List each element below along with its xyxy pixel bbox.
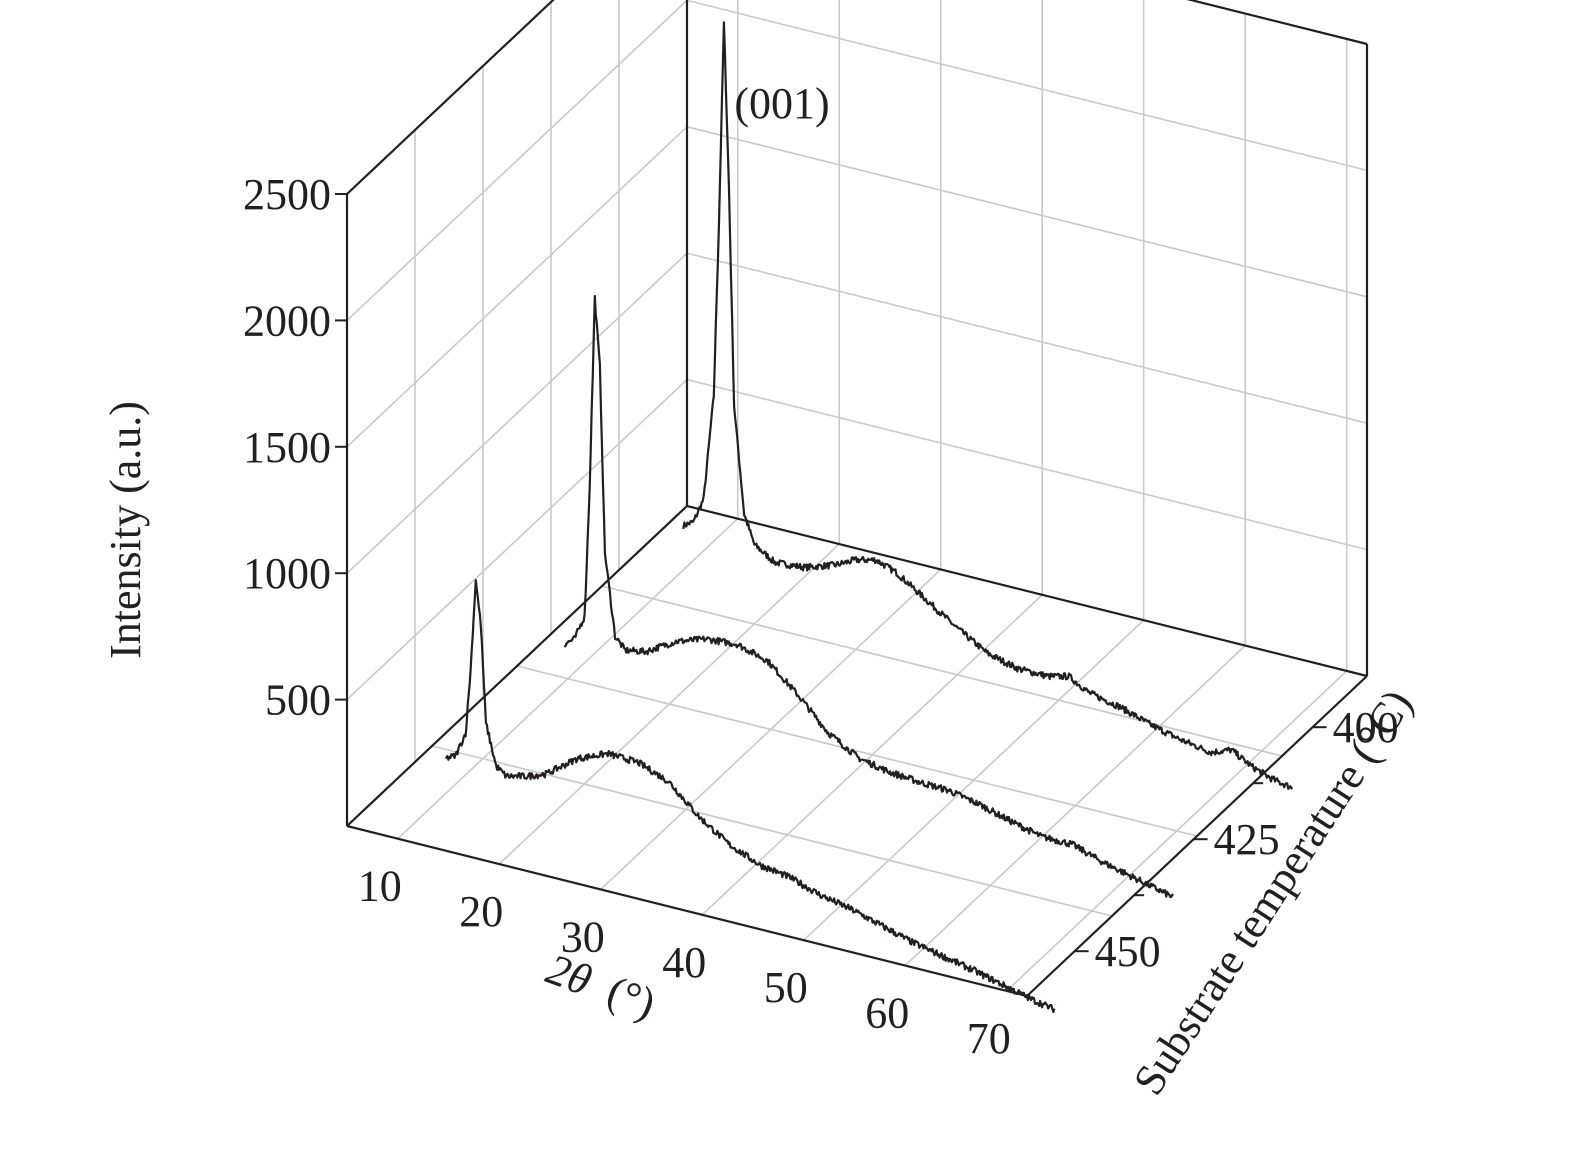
tick-labels: 500 1000 1500 2000 2500 10 20 30 40 50 60 70 400 425 4… xyxy=(243,170,1399,1063)
z-axis-label: Intensity (a.u.) xyxy=(101,401,150,659)
grid-line-left-z-1 xyxy=(346,379,688,701)
frame-edge-3 xyxy=(686,504,1368,678)
x-axis-label-unit: (°) xyxy=(601,966,662,1028)
grid-line-back-z-5 xyxy=(1187,0,1368,45)
frame-edge-0 xyxy=(346,824,1028,998)
grid-line-floor-v-1 xyxy=(516,665,1198,837)
series-trace-450 xyxy=(445,579,1056,1014)
x-tick-label-70: 70 xyxy=(967,1014,1011,1063)
grid-line-left-z-3 xyxy=(346,126,688,448)
grid-line-floor-v-2 xyxy=(601,585,1283,757)
x-tick-label-60: 60 xyxy=(865,989,909,1038)
x-tick-label-30: 30 xyxy=(561,912,605,961)
series-layer xyxy=(445,21,1294,1014)
frame-edge-2 xyxy=(346,505,688,827)
x-tick-label-10: 10 xyxy=(358,862,402,911)
x-tick-label-20: 20 xyxy=(459,887,503,936)
z-tick-label-2000: 2000 xyxy=(243,296,331,345)
frame-edge-7 xyxy=(346,0,555,195)
z-tick-label-1000: 1000 xyxy=(243,549,331,598)
z-tick-label-500: 500 xyxy=(265,676,331,725)
y-tick-label-400: 400 xyxy=(1333,703,1399,752)
x-tick-label-50: 50 xyxy=(764,963,808,1012)
frame-edge-1 xyxy=(1026,675,1368,997)
grid-line-left-z-2 xyxy=(346,252,688,574)
grid-line-left-z-5 xyxy=(346,0,555,195)
grid-line-back-z-1 xyxy=(686,378,1368,551)
grid-line-back-z-3 xyxy=(686,126,1368,298)
x-tick-label-40: 40 xyxy=(662,938,706,987)
z-tick-label-2500: 2500 xyxy=(243,170,331,219)
grid-line-left-z-4 xyxy=(346,0,688,321)
grid-line-back-z-4 xyxy=(686,0,1368,172)
grid-line-back-z-2 xyxy=(686,252,1368,424)
annotation-label: (001) xyxy=(734,79,829,128)
series-trace-425 xyxy=(563,294,1174,899)
axes-frame xyxy=(345,0,1369,998)
y-tick-label-450: 450 xyxy=(1095,927,1161,976)
frame-edge-8 xyxy=(1186,0,1368,46)
z-tick-label-1500: 1500 xyxy=(243,423,331,472)
series-trace-400 xyxy=(682,21,1294,790)
y-tick-label-425: 425 xyxy=(1214,815,1280,864)
